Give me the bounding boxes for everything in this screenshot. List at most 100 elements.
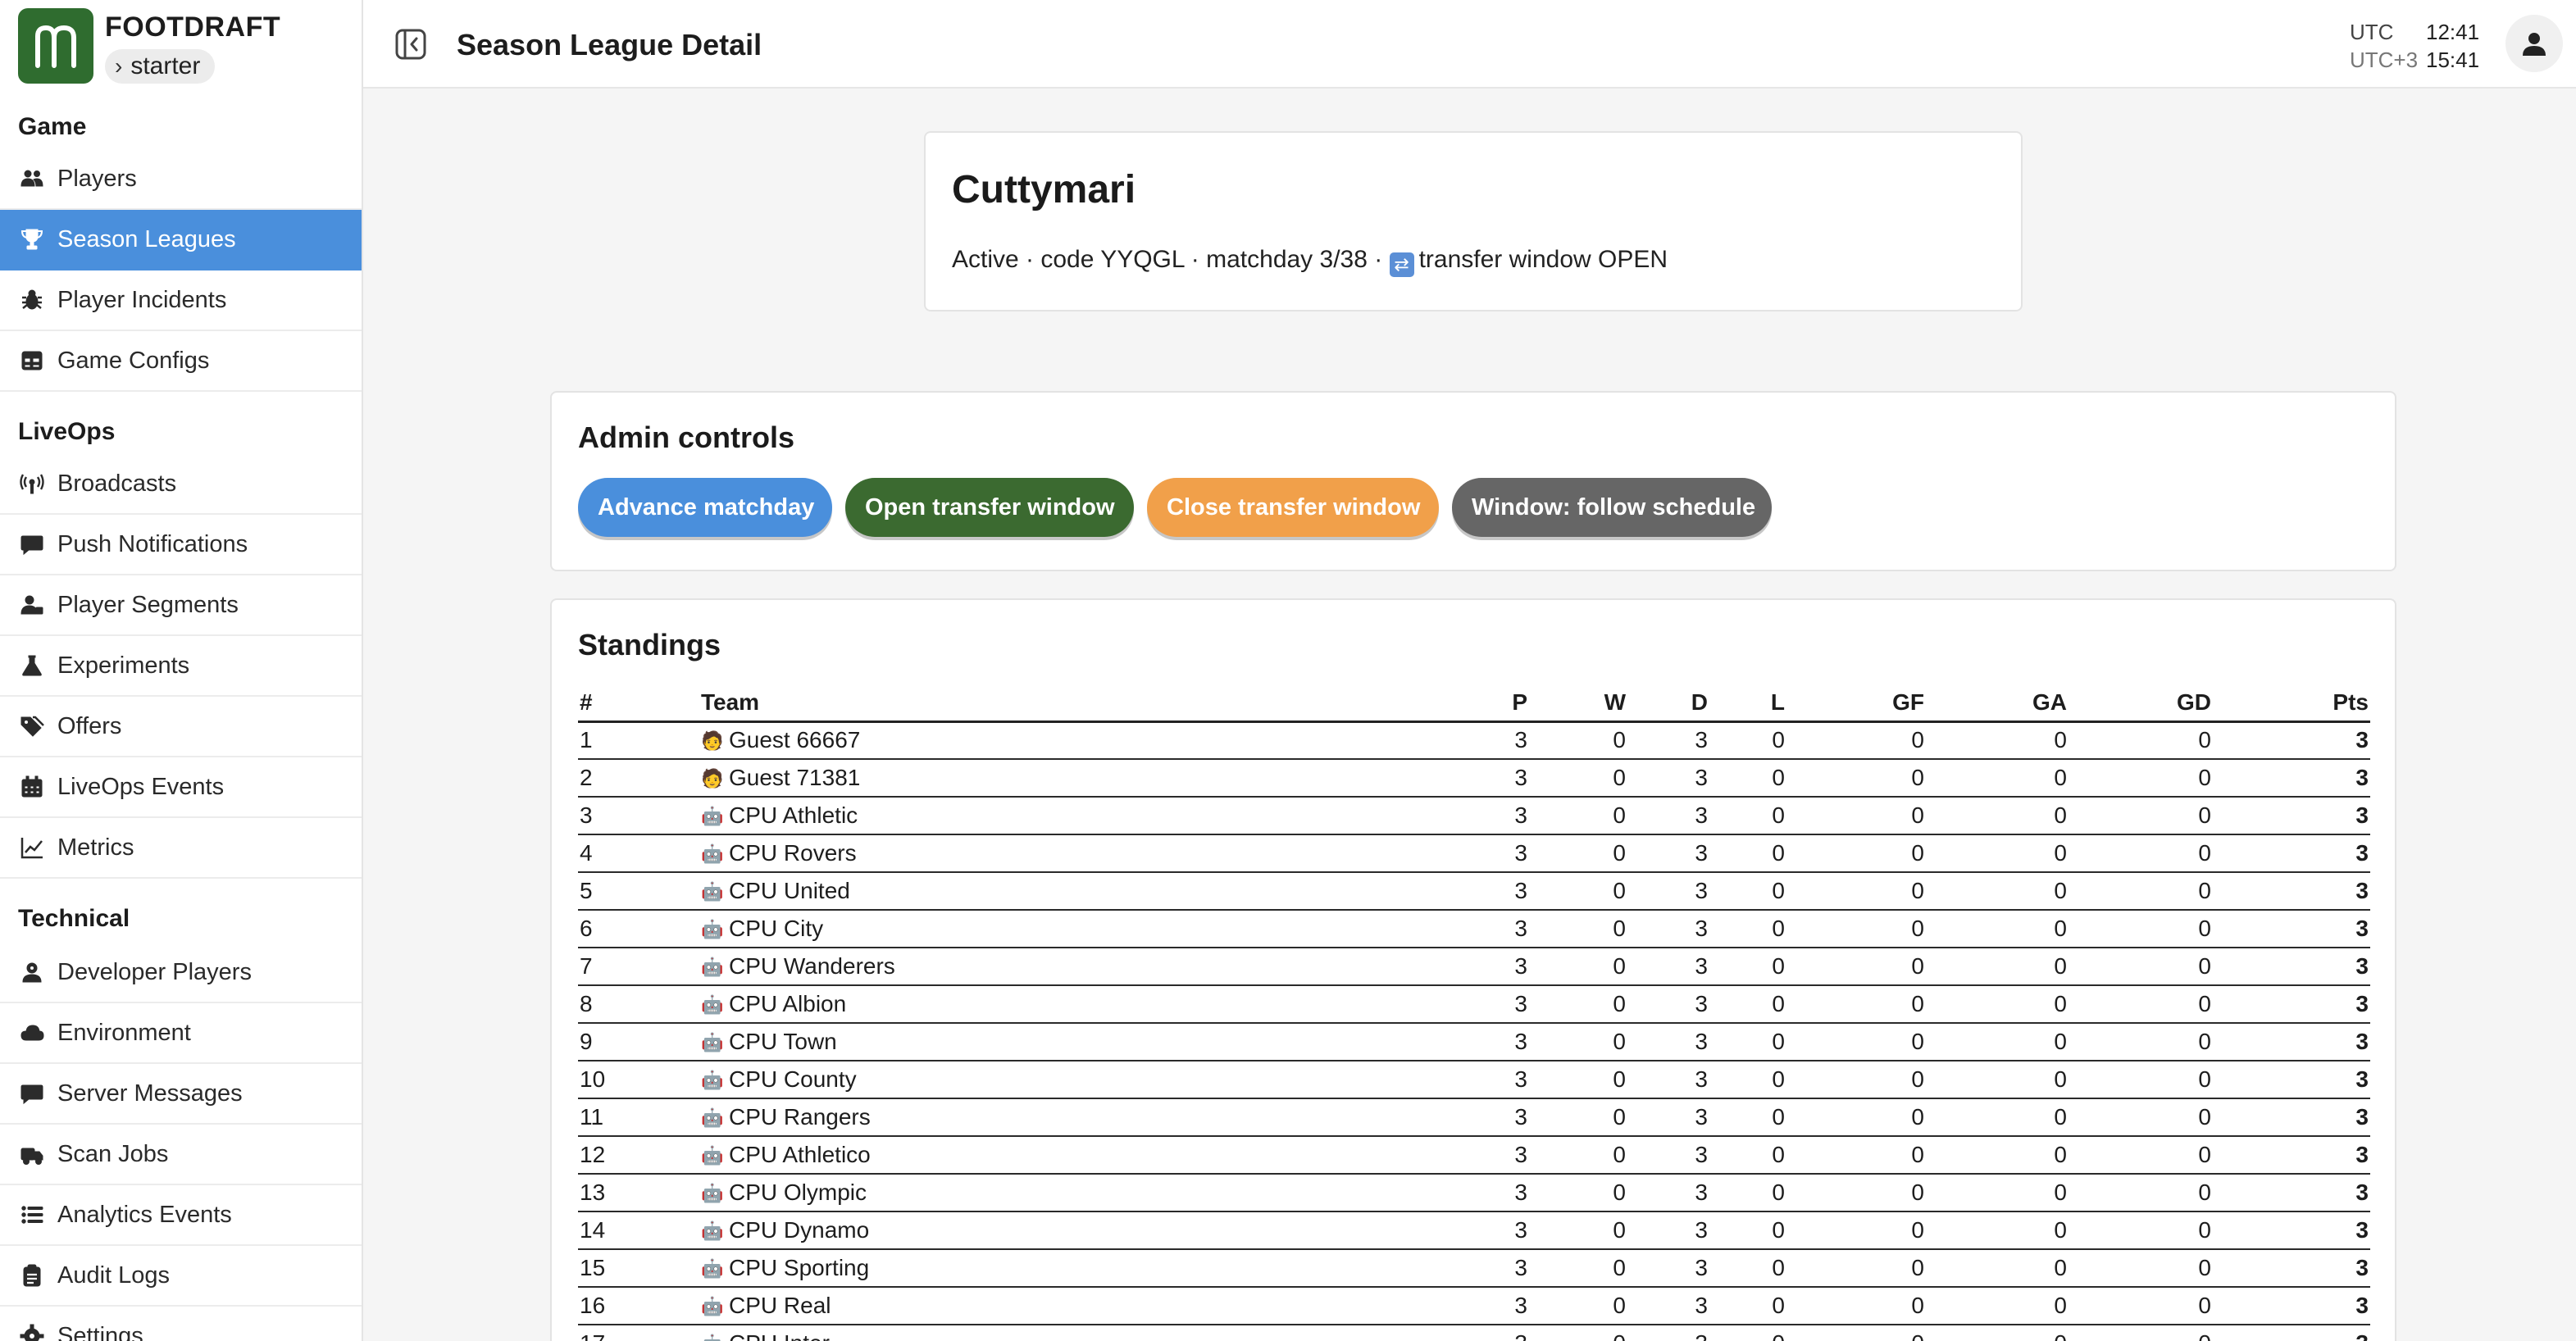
cell-won: 0 xyxy=(1529,1098,1627,1137)
team-name: CPU Wanderers xyxy=(729,953,895,979)
sidebar-item-label: Player Segments xyxy=(57,591,239,618)
cell-won: 0 xyxy=(1529,721,1627,760)
sidebar-item-game-configs[interactable]: Game Configs xyxy=(0,331,362,392)
table-row[interactable]: 4 🤖 CPU Rovers 3 0 3 0 0 0 0 3 xyxy=(578,834,2370,873)
cell-goals-for: 0 xyxy=(1786,797,1926,835)
cell-lost: 0 xyxy=(1709,1098,1786,1137)
sidebar-item-settings[interactable]: Settings xyxy=(0,1307,362,1341)
cell-played: 3 xyxy=(1472,872,1529,911)
sidebar-item-label: Game Configs xyxy=(57,347,210,374)
user-menu-avatar[interactable] xyxy=(2505,15,2563,72)
col-lost[interactable]: L xyxy=(1709,685,1786,723)
cell-drawn: 3 xyxy=(1627,1098,1709,1137)
cell-goal-difference: 0 xyxy=(2069,872,2213,911)
collapse-sidebar-button[interactable] xyxy=(393,26,429,62)
table-row[interactable]: 16 🤖 CPU Real 3 0 3 0 0 0 0 3 xyxy=(578,1287,2370,1325)
sidebar-item-offers[interactable]: Offers xyxy=(0,697,362,757)
cell-played: 3 xyxy=(1472,1249,1529,1288)
sidebar-item-season-leagues[interactable]: Season Leagues xyxy=(0,210,362,270)
cell-goals-for: 0 xyxy=(1786,1174,1926,1212)
team-name: CPU Athletic xyxy=(729,802,858,828)
col-goals-for[interactable]: GF xyxy=(1786,685,1926,723)
gear-icon xyxy=(18,1322,46,1341)
sidebar-item-analytics-events[interactable]: Analytics Events xyxy=(0,1185,362,1246)
advance-matchday-button[interactable]: Advance matchday xyxy=(578,478,832,537)
cell-rank: 5 xyxy=(578,872,699,911)
sidebar-item-developer-players[interactable]: Developer Players xyxy=(0,943,362,1003)
cell-goals-against: 0 xyxy=(1926,872,2069,911)
environment-selector[interactable]: › starter xyxy=(105,49,216,84)
col-points[interactable]: Pts xyxy=(2213,685,2370,723)
sidebar-item-label: Players xyxy=(57,165,137,192)
cell-drawn: 3 xyxy=(1627,759,1709,798)
cell-won: 0 xyxy=(1529,1136,1627,1175)
table-row[interactable]: 14 🤖 CPU Dynamo 3 0 3 0 0 0 0 3 xyxy=(578,1211,2370,1250)
cell-goals-for: 0 xyxy=(1786,948,1926,986)
sidebar-item-label: Experiments xyxy=(57,652,190,679)
table-row[interactable]: 9 🤖 CPU Town 3 0 3 0 0 0 0 3 xyxy=(578,1023,2370,1061)
cell-rank: 14 xyxy=(578,1211,699,1250)
cell-rank: 9 xyxy=(578,1023,699,1061)
sidebar-item-broadcasts[interactable]: Broadcasts xyxy=(0,454,362,515)
table-row[interactable]: 8 🤖 CPU Albion 3 0 3 0 0 0 0 3 xyxy=(578,985,2370,1024)
table-row[interactable]: 5 🤖 CPU United 3 0 3 0 0 0 0 3 xyxy=(578,872,2370,911)
sidebar-item-player-incidents[interactable]: Player Incidents xyxy=(0,270,362,331)
sidebar-item-metrics[interactable]: Metrics xyxy=(0,818,362,879)
table-row[interactable]: 3 🤖 CPU Athletic 3 0 3 0 0 0 0 3 xyxy=(578,797,2370,835)
team-name: Guest 66667 xyxy=(729,727,861,753)
sidebar-item-players[interactable]: Players xyxy=(0,149,362,210)
cell-goals-against: 0 xyxy=(1926,1061,2069,1099)
team-name: CPU Dynamo xyxy=(729,1217,870,1243)
table-row[interactable]: 6 🤖 CPU City 3 0 3 0 0 0 0 3 xyxy=(578,910,2370,948)
cell-won: 0 xyxy=(1529,872,1627,911)
cell-goals-for: 0 xyxy=(1786,1325,1926,1341)
table-row[interactable]: 15 🤖 CPU Sporting 3 0 3 0 0 0 0 3 xyxy=(578,1249,2370,1288)
standings-card: Standings # Team P W D L GF GA GD Pts 1 🧑… xyxy=(550,598,2396,1341)
cell-points: 3 xyxy=(2213,1287,2370,1325)
cell-lost: 0 xyxy=(1709,1174,1786,1212)
table-row[interactable]: 2 🧑 Guest 71381 3 0 3 0 0 0 0 3 xyxy=(578,759,2370,798)
cell-team: 🧑 Guest 71381 xyxy=(699,759,1472,798)
table-row[interactable]: 12 🤖 CPU Athletico 3 0 3 0 0 0 0 3 xyxy=(578,1136,2370,1175)
cell-goal-difference: 0 xyxy=(2069,1174,2213,1212)
cell-team: 🤖 CPU Dynamo xyxy=(699,1211,1472,1250)
table-row[interactable]: 11 🤖 CPU Rangers 3 0 3 0 0 0 0 3 xyxy=(578,1098,2370,1137)
table-row[interactable]: 7 🤖 CPU Wanderers 3 0 3 0 0 0 0 3 xyxy=(578,948,2370,986)
cell-rank: 15 xyxy=(578,1249,699,1288)
sidebar-item-player-segments[interactable]: Player Segments xyxy=(0,575,362,636)
col-goals-against[interactable]: GA xyxy=(1926,685,2069,723)
cell-goal-difference: 0 xyxy=(2069,797,2213,835)
sidebar-item-push-notifications[interactable]: Push Notifications xyxy=(0,515,362,575)
cell-goals-against: 0 xyxy=(1926,985,2069,1024)
cell-goals-against: 0 xyxy=(1926,1325,2069,1341)
open-transfer-window-button[interactable]: Open transfer window xyxy=(845,478,1134,537)
cell-played: 3 xyxy=(1472,1325,1529,1341)
table-row[interactable]: 13 🤖 CPU Olympic 3 0 3 0 0 0 0 3 xyxy=(578,1174,2370,1212)
cell-goal-difference: 0 xyxy=(2069,834,2213,873)
col-rank[interactable]: # xyxy=(578,685,699,723)
table-row[interactable]: 10 🤖 CPU County 3 0 3 0 0 0 0 3 xyxy=(578,1061,2370,1099)
sidebar-item-environment[interactable]: Environment xyxy=(0,1003,362,1064)
col-drawn[interactable]: D xyxy=(1627,685,1709,723)
sidebar-item-liveops-events[interactable]: LiveOps Events xyxy=(0,757,362,818)
cell-points: 3 xyxy=(2213,948,2370,986)
cell-played: 3 xyxy=(1472,1287,1529,1325)
table-row[interactable]: 1 🧑 Guest 66667 3 0 3 0 0 0 0 3 xyxy=(578,721,2370,760)
close-transfer-window-button[interactable]: Close transfer window xyxy=(1147,478,1439,537)
cell-goals-against: 0 xyxy=(1926,721,2069,760)
sidebar-item-label: Season Leagues xyxy=(57,225,236,252)
sidebar-item-server-messages[interactable]: Server Messages xyxy=(0,1064,362,1125)
brand-logo[interactable] xyxy=(18,8,93,84)
col-goal-difference[interactable]: GD xyxy=(2069,685,2213,723)
sidebar-item-experiments[interactable]: Experiments xyxy=(0,636,362,697)
cell-rank: 13 xyxy=(578,1174,699,1212)
col-team[interactable]: Team xyxy=(699,685,1472,723)
cell-drawn: 3 xyxy=(1627,797,1709,835)
window-follow-schedule-button[interactable]: Window: follow schedule xyxy=(1452,478,1772,537)
col-won[interactable]: W xyxy=(1529,685,1627,723)
sidebar-item-scan-jobs[interactable]: Scan Jobs xyxy=(0,1125,362,1185)
table-row[interactable]: 17🤖CPU Inter30300003 xyxy=(578,1325,2370,1341)
sidebar-item-audit-logs[interactable]: Audit Logs xyxy=(0,1246,362,1307)
col-played[interactable]: P xyxy=(1472,685,1529,723)
cpu-team-icon: 🤖 xyxy=(701,1296,724,1316)
